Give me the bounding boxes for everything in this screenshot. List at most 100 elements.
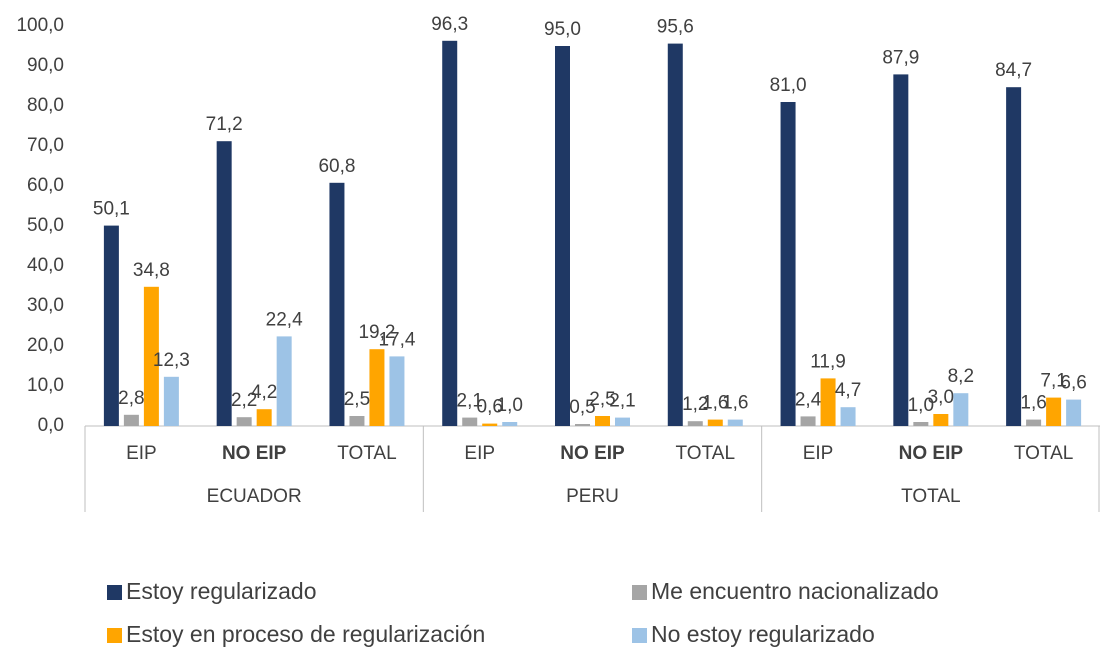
bar (780, 102, 796, 426)
bar (329, 182, 345, 426)
x-tick-label: EIP (464, 443, 495, 464)
data-label: 17,4 (378, 329, 415, 350)
y-tick-label: 0,0 (38, 415, 64, 436)
data-label: 1,6 (722, 393, 748, 414)
x-tick-label: NO EIP (899, 443, 964, 464)
legend-label: Me encuentro nacionalizado (651, 578, 939, 604)
data-label: 50,1 (93, 199, 130, 220)
y-tick-label: 80,0 (27, 95, 64, 116)
legend-swatch (632, 628, 647, 643)
bar (595, 416, 610, 426)
data-label: 8,2 (948, 366, 974, 387)
bar (482, 423, 498, 426)
x-tick-label: TOTAL (676, 443, 735, 464)
data-label: 95,6 (657, 17, 694, 38)
data-label: 2,4 (795, 389, 822, 410)
y-tick-label: 90,0 (27, 55, 64, 76)
legend-label: Estoy en proceso de regularización (126, 621, 485, 647)
data-label: 2,5 (344, 389, 370, 410)
bar (953, 393, 969, 426)
x-tick-label: NO EIP (560, 443, 625, 464)
data-label: 2,2 (231, 390, 257, 411)
legend: Estoy regularizado Me encuentro nacionali… (107, 578, 939, 647)
data-label: 4,2 (251, 382, 277, 403)
data-label: 1,0 (908, 395, 934, 416)
bar (933, 414, 949, 426)
y-tick-label: 10,0 (27, 375, 64, 396)
legend-label: Estoy regularizado (126, 578, 317, 604)
data-label: 0,6 (477, 397, 503, 418)
data-label: 6,6 (1060, 373, 1086, 394)
data-label: 12,3 (153, 350, 190, 371)
bar (840, 407, 856, 426)
data-label: 71,2 (206, 114, 243, 135)
bar (575, 424, 590, 426)
data-label: 1,2 (682, 394, 708, 415)
group-label: TOTAL (901, 486, 960, 507)
data-label: 4,7 (835, 380, 861, 401)
legend-swatch (107, 585, 122, 600)
x-tick-label: TOTAL (337, 443, 396, 464)
data-label: 0,5 (569, 397, 595, 418)
y-tick-label: 50,0 (27, 215, 64, 236)
data-label: 3,0 (928, 387, 954, 408)
bar (800, 416, 816, 426)
bar (502, 422, 518, 426)
group-label: ECUADOR (207, 486, 302, 507)
y-tick-label: 30,0 (27, 295, 64, 316)
x-tick-label: EIP (803, 443, 834, 464)
bar (913, 422, 929, 426)
bar (349, 416, 365, 426)
bar (1046, 397, 1062, 426)
bar (276, 336, 292, 426)
data-label: 1,0 (497, 395, 523, 416)
bar (216, 141, 232, 426)
bar (143, 286, 159, 426)
bar (123, 414, 139, 426)
data-label: 60,8 (318, 156, 355, 177)
y-tick-label: 40,0 (27, 255, 64, 276)
bar (236, 417, 252, 426)
legend-swatch (107, 628, 122, 643)
bar (369, 349, 385, 426)
bar (462, 417, 478, 426)
bar (707, 419, 723, 426)
y-tick-label: 20,0 (27, 335, 64, 356)
bar (893, 74, 909, 427)
data-label: 19,2 (358, 322, 395, 343)
y-tick-label: 70,0 (27, 135, 64, 156)
group-label: PERU (566, 486, 619, 507)
x-tick-label: TOTAL (1014, 443, 1073, 464)
data-label: 84,7 (995, 60, 1032, 81)
bar (442, 40, 458, 427)
data-label: 11,9 (810, 351, 846, 372)
data-label: 2,5 (589, 389, 615, 410)
y-tick-label: 60,0 (27, 175, 64, 196)
legend-swatch (632, 585, 647, 600)
data-label: 34,8 (133, 260, 170, 281)
bar (389, 356, 405, 426)
y-tick-label: 100,0 (16, 15, 64, 36)
data-label: 2,1 (609, 391, 635, 412)
data-label: 81,0 (770, 75, 807, 96)
bar (820, 378, 836, 426)
bar (1006, 87, 1022, 426)
data-label: 1,6 (1020, 393, 1046, 414)
data-label: 2,8 (118, 388, 144, 409)
bar (1066, 399, 1082, 426)
data-label: 1,6 (702, 393, 728, 414)
data-label: 22,4 (266, 309, 303, 330)
data-label: 2,1 (457, 391, 483, 412)
bar (555, 46, 570, 426)
data-label: 95,0 (544, 19, 581, 40)
bar (1026, 419, 1042, 426)
x-tick-label: NO EIP (222, 443, 287, 464)
bar (667, 43, 683, 426)
legend-label: No estoy regularizado (651, 621, 875, 647)
bar (256, 409, 272, 426)
x-tick-label: EIP (126, 443, 157, 464)
bar (727, 419, 743, 426)
bar (103, 225, 119, 426)
data-label: 96,3 (431, 14, 468, 35)
